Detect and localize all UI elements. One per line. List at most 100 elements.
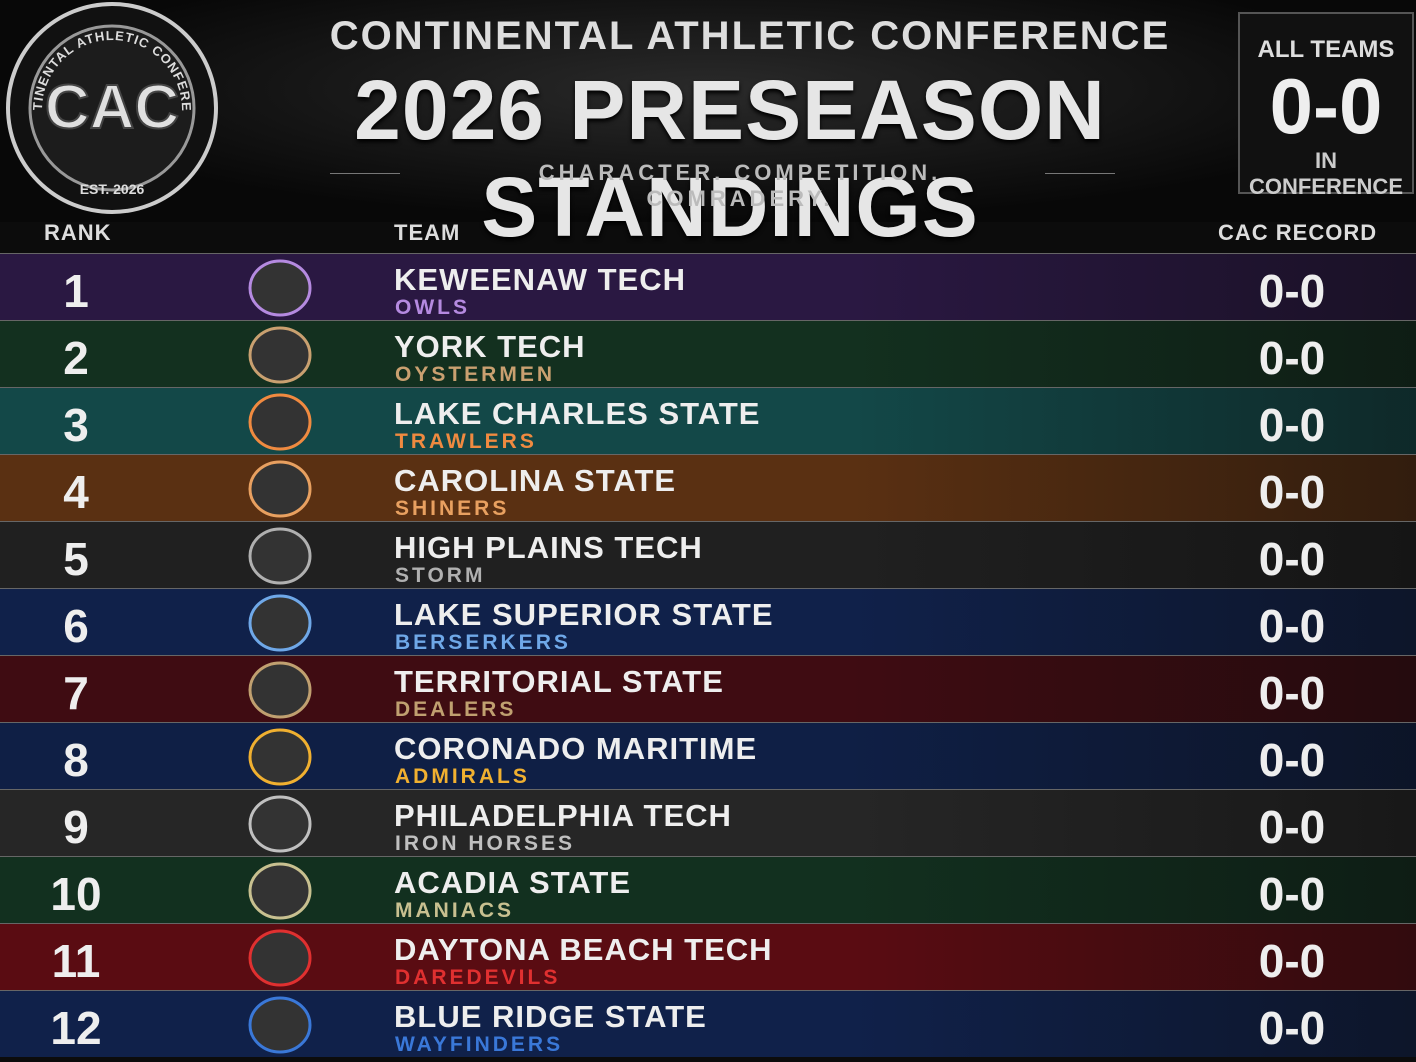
conference-name: CONTINENTAL ATHLETIC CONFERENCE — [329, 14, 1171, 58]
rank: 1 — [63, 265, 89, 317]
team-logo — [248, 862, 312, 920]
record: 0-0 — [1258, 332, 1326, 384]
logo-shape — [248, 661, 312, 719]
summary-record: 0-0 — [1269, 62, 1383, 150]
page-title: 2026 PRESEASON STANDINGS — [354, 63, 1106, 254]
header: CONTINENTAL ATHLETIC CONFERENCE CAC EST.… — [0, 0, 1416, 254]
nickname: DEALERS — [395, 698, 517, 721]
record: 0-0 — [1258, 667, 1326, 719]
record: 0-0 — [1258, 935, 1326, 987]
record: 0-0 — [1258, 466, 1326, 518]
logo-shape — [248, 728, 312, 786]
nickname: ADMIRALS — [395, 765, 530, 788]
logo-shape — [248, 393, 312, 451]
team-name: HIGH PLAINS TECH — [394, 530, 703, 565]
logo-shape — [248, 259, 312, 317]
summary-box: ALL TEAMS 0-0 IN CONFERENCE — [1238, 12, 1414, 199]
nickname: WAYFINDERS — [395, 1033, 564, 1056]
rank: 10 — [50, 868, 102, 920]
logo-shape — [248, 862, 312, 920]
team-logo — [248, 460, 312, 518]
team-logo — [248, 393, 312, 451]
standings-row: 8 CORONADO MARITIME ADMIRALS 0-0 — [0, 722, 1416, 789]
nickname: STORM — [395, 564, 486, 587]
divider — [330, 173, 400, 174]
logo-established: EST. 2026 — [80, 181, 145, 197]
record: 0-0 — [1258, 265, 1326, 317]
logo-initials: CAC — [45, 73, 179, 142]
standings-row: 11 DAYTONA BEACH TECH DAREDEVILS 0-0 — [0, 923, 1416, 990]
record: 0-0 — [1258, 533, 1326, 585]
logo-shape — [248, 527, 312, 585]
rank: 7 — [63, 667, 89, 719]
rank: 12 — [50, 1002, 102, 1054]
rank: 6 — [63, 600, 89, 652]
rank: 11 — [51, 935, 101, 987]
column-header: CAC RECORD — [1218, 220, 1378, 245]
nickname: DAREDEVILS — [395, 966, 561, 989]
team-logo — [248, 326, 312, 384]
rank: 9 — [63, 801, 89, 853]
record: 0-0 — [1258, 1002, 1326, 1054]
nickname: IRON HORSES — [395, 832, 576, 855]
standings-row: 5 HIGH PLAINS TECH STORM 0-0 — [0, 521, 1416, 588]
rank: 5 — [63, 533, 89, 585]
rank: 2 — [63, 332, 89, 384]
logo-shape — [248, 929, 312, 987]
team-name: BLUE RIDGE STATE — [394, 999, 707, 1034]
standings-row: 2 YORK TECH OYSTERMEN 0-0 — [0, 320, 1416, 387]
team-logo — [248, 259, 312, 317]
rank: 8 — [63, 734, 89, 786]
summary-note: IN CONFERENCE — [1248, 148, 1403, 199]
column-header: RANK — [44, 220, 112, 245]
team-name: CORONADO MARITIME — [394, 731, 758, 766]
column-header: TEAM — [394, 220, 461, 245]
rank: 3 — [63, 399, 89, 451]
standings-row: 3 LAKE CHARLES STATE TRAWLERS 0-0 — [0, 387, 1416, 454]
standings-row: 10 ACADIA STATE MANIACS 0-0 — [0, 856, 1416, 923]
nickname: BERSERKERS — [395, 631, 571, 654]
team-name: LAKE CHARLES STATE — [394, 396, 761, 431]
logo-shape — [248, 594, 312, 652]
conference-logo: CONTINENTAL ATHLETIC CONFERENCE CAC EST.… — [2, 0, 218, 214]
team-logo — [248, 594, 312, 652]
logo-shape — [248, 996, 312, 1054]
tagline: CHARACTER. COMPETITION. COMRADERY. — [538, 160, 942, 211]
standings-row: 7 TERRITORIAL STATE DEALERS 0-0 — [0, 655, 1416, 722]
nickname: OYSTERMEN — [395, 363, 556, 386]
standings-row: 9 PHILADELPHIA TECH IRON HORSES 0-0 — [0, 789, 1416, 856]
record: 0-0 — [1258, 734, 1326, 786]
team-name: CAROLINA STATE — [394, 463, 677, 498]
team-name: DAYTONA BEACH TECH — [394, 932, 773, 967]
record: 0-0 — [1258, 399, 1326, 451]
team-name: KEWEENAW TECH — [394, 262, 686, 297]
nickname: MANIACS — [395, 899, 514, 922]
logo-shape — [248, 795, 312, 853]
team-logo — [248, 996, 312, 1054]
standings-row: 6 LAKE SUPERIOR STATE BERSERKERS 0-0 — [0, 588, 1416, 655]
logo-shape — [248, 460, 312, 518]
record: 0-0 — [1258, 600, 1326, 652]
team-logo — [248, 795, 312, 853]
team-logo — [248, 728, 312, 786]
standings-row: 4 CAROLINA STATE SHINERS 0-0 — [0, 454, 1416, 521]
summary-label: ALL TEAMS — [1257, 36, 1395, 63]
logo-inner — [28, 24, 196, 192]
record: 0-0 — [1258, 868, 1326, 920]
team-name: ACADIA STATE — [394, 865, 632, 900]
team-name: TERRITORIAL STATE — [394, 664, 724, 699]
logo-shape — [248, 326, 312, 384]
team-name: PHILADELPHIA TECH — [394, 798, 732, 833]
standings-row: 12 BLUE RIDGE STATE WAYFINDERS 0-0 — [0, 990, 1416, 1057]
standings-row: 1 KEWEENAW TECH OWLS 0-0 — [0, 253, 1416, 320]
team-name: LAKE SUPERIOR STATE — [394, 597, 774, 632]
team-logo — [248, 661, 312, 719]
rank: 4 — [63, 466, 89, 518]
team-logo — [248, 527, 312, 585]
team-name: YORK TECH — [394, 329, 586, 364]
record: 0-0 — [1258, 801, 1326, 853]
nickname: OWLS — [395, 296, 470, 319]
divider — [1045, 173, 1115, 174]
nickname: TRAWLERS — [395, 430, 537, 453]
